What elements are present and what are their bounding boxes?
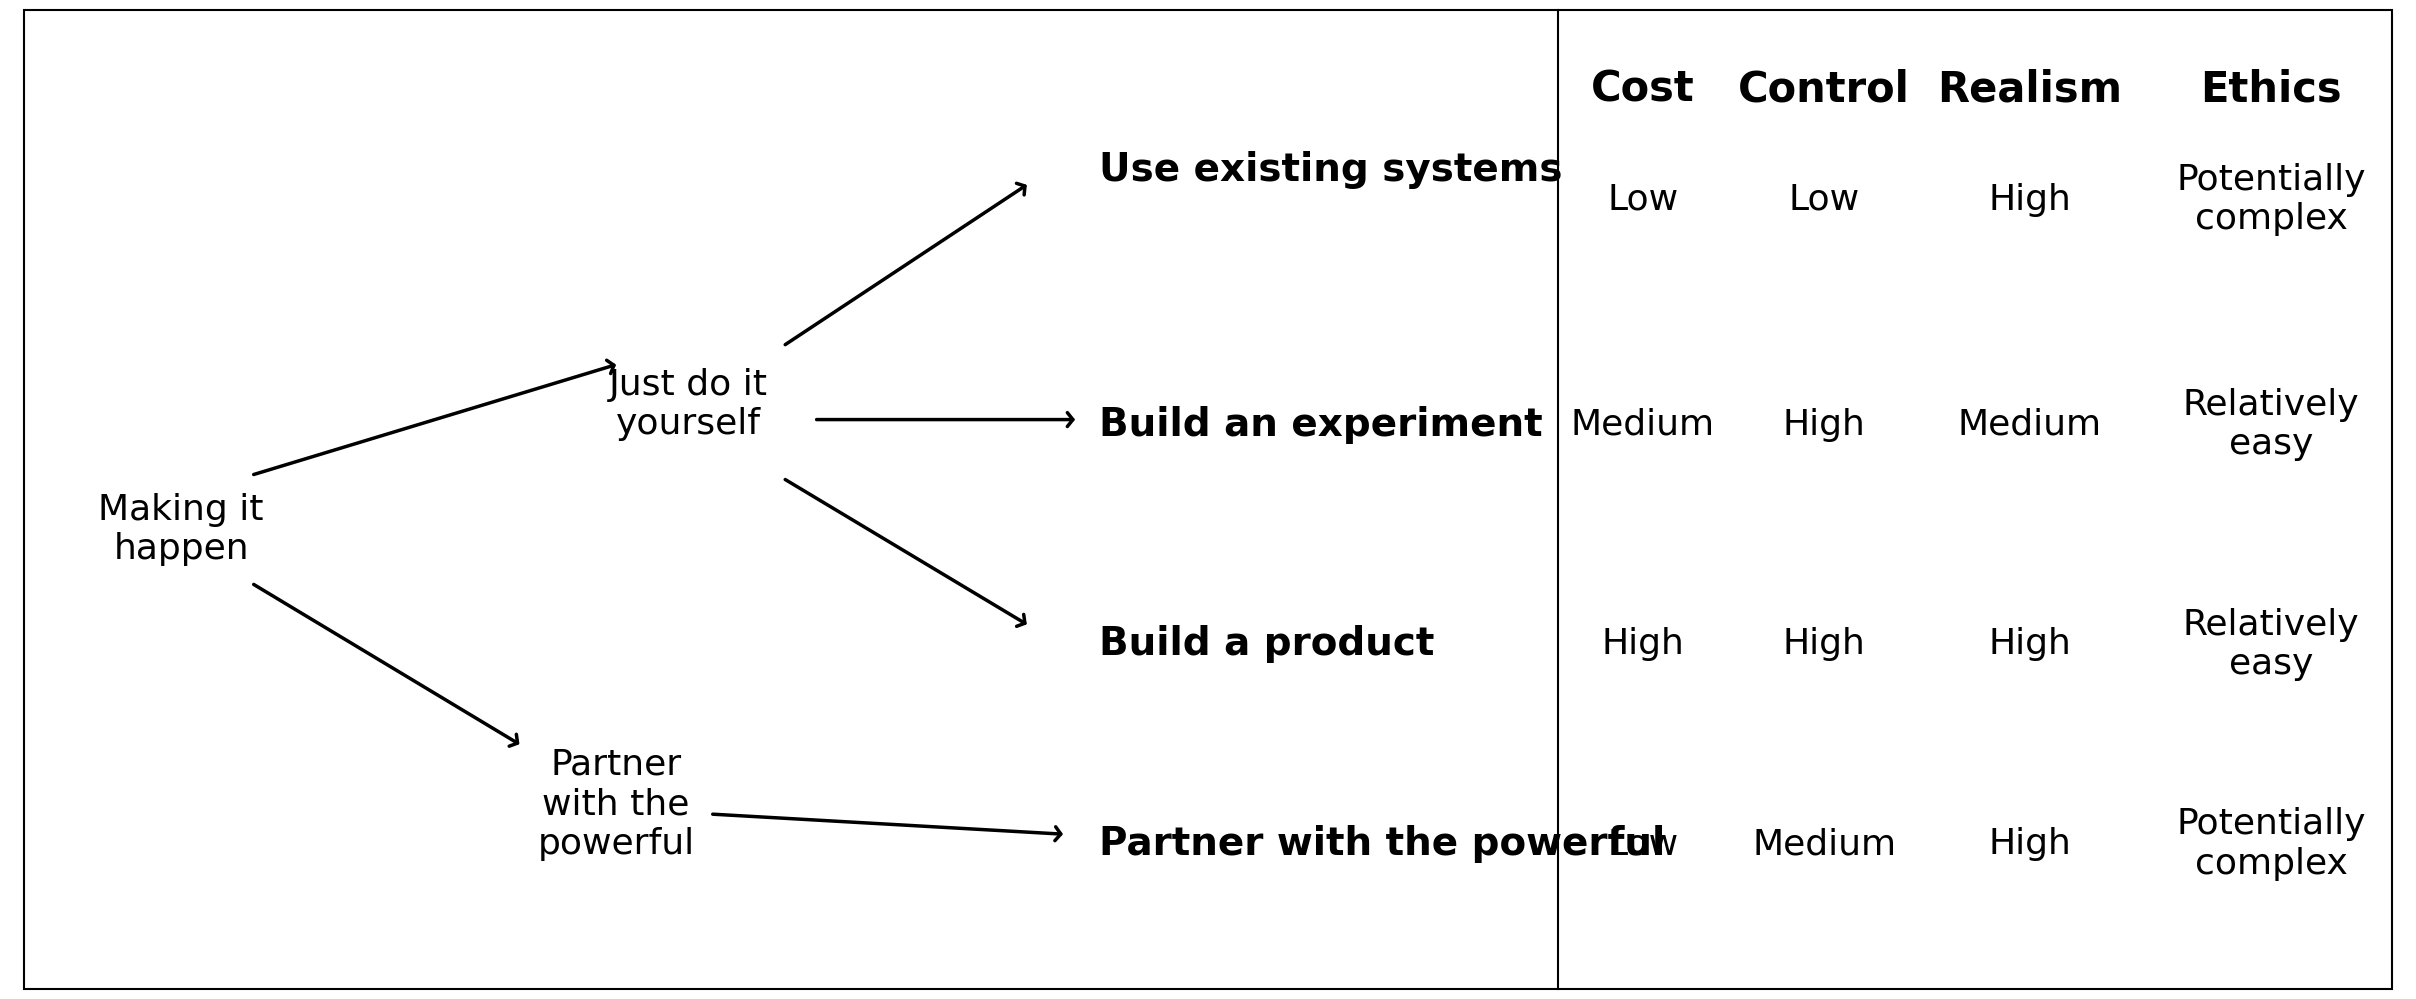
Text: Medium: Medium xyxy=(1752,827,1897,861)
Text: Build an experiment: Build an experiment xyxy=(1099,406,1544,444)
Text: Just do it
yourself: Just do it yourself xyxy=(609,368,768,442)
Text: Medium: Medium xyxy=(1957,408,2102,442)
Text: High: High xyxy=(1783,408,1865,442)
Text: Control: Control xyxy=(1737,69,1911,111)
Text: Ethics: Ethics xyxy=(2201,69,2341,111)
Text: High: High xyxy=(1783,627,1865,661)
Text: Medium: Medium xyxy=(1570,408,1715,442)
Text: Partner
with the
powerful: Partner with the powerful xyxy=(536,748,696,860)
Text: High: High xyxy=(1602,627,1684,661)
Text: Potentially
complex: Potentially complex xyxy=(2177,807,2365,881)
Text: Potentially
complex: Potentially complex xyxy=(2177,163,2365,237)
Text: Relatively
easy: Relatively easy xyxy=(2182,388,2360,462)
Text: Realism: Realism xyxy=(1938,69,2121,111)
Text: Low: Low xyxy=(1788,183,1860,217)
Text: Low: Low xyxy=(1607,827,1679,861)
Text: Partner with the powerful: Partner with the powerful xyxy=(1099,825,1665,863)
Text: Cost: Cost xyxy=(1592,69,1694,111)
Text: Low: Low xyxy=(1607,183,1679,217)
Text: Use existing systems: Use existing systems xyxy=(1099,151,1563,189)
Text: High: High xyxy=(1988,183,2071,217)
Text: Build a product: Build a product xyxy=(1099,625,1435,663)
Text: Relatively
easy: Relatively easy xyxy=(2182,607,2360,681)
Text: Making it
happen: Making it happen xyxy=(99,493,263,566)
Text: High: High xyxy=(1988,827,2071,861)
Text: High: High xyxy=(1988,627,2071,661)
